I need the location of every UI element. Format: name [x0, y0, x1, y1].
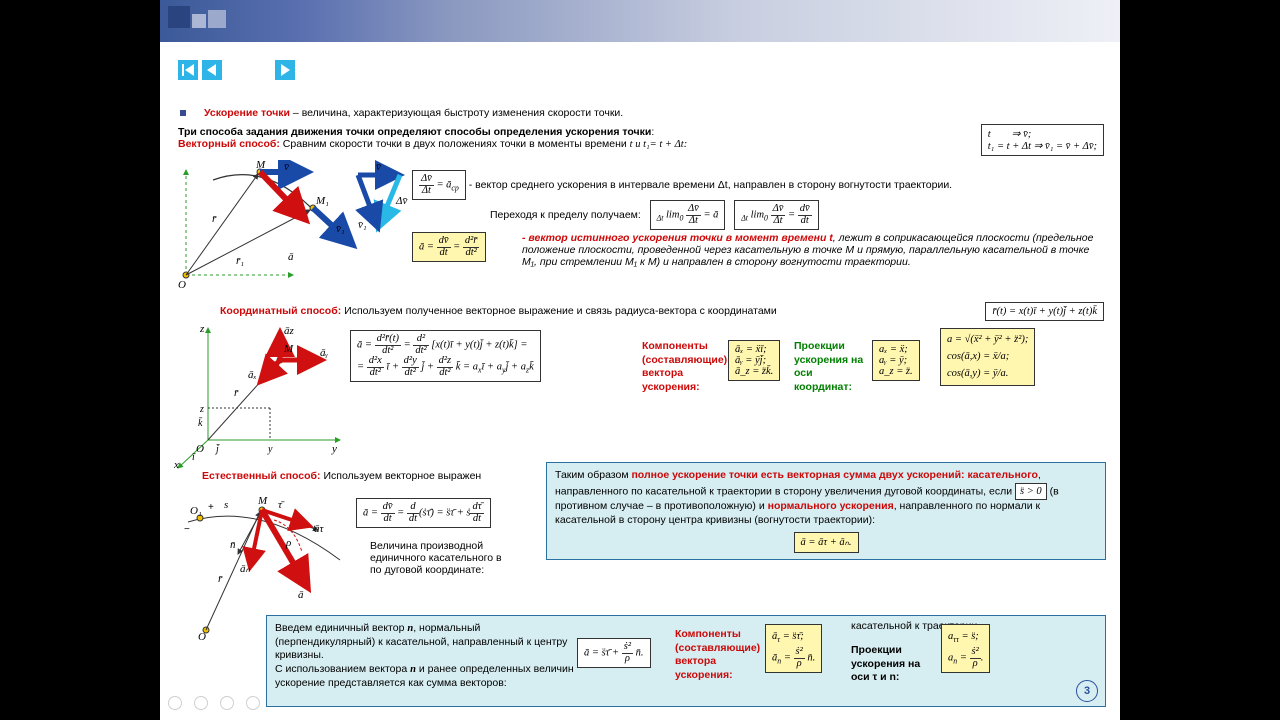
- svg-text:n̄: n̄: [230, 539, 236, 551]
- rvec: r̄(t) = x(t)ī + y(t)j̄ + z(t)k̄: [985, 302, 1104, 321]
- svg-text:āᵧ: āᵧ: [320, 347, 329, 359]
- svg-text:ρ: ρ: [285, 537, 291, 549]
- control-prev-icon[interactable]: [168, 696, 182, 710]
- bullet-icon: [180, 110, 186, 116]
- vector-method-label: Векторный способ:: [178, 138, 280, 150]
- nav-next-button[interactable]: [275, 60, 295, 80]
- svg-text:y: y: [267, 444, 273, 455]
- proj-box-1: aₓ = ẍ; aᵧ = ÿ; a_z = z̈.: [872, 340, 920, 381]
- true-accel: ā = dv̄dt = d²r̄dt²: [412, 232, 486, 262]
- decor-square: [192, 14, 206, 28]
- slide: Ускорение точки – величина, характеризую…: [160, 0, 1120, 720]
- svg-text:τ̄: τ̄: [278, 499, 285, 511]
- vector-method-text: Сравним скорости точки в двух положениях…: [280, 138, 630, 150]
- control-more-icon[interactable]: [246, 696, 260, 710]
- heading: Ускорение точки – величина, характеризую…: [204, 107, 623, 119]
- nat-formula: ā = dv̄dt = ddt(ṡτ̄) = s̈τ̄ + ṡdτ̄dt: [356, 498, 491, 528]
- rvec-formula: r̄(t) = x(t)ī + y(t)j̄ + z(t)k̄: [985, 302, 1104, 321]
- decor-square: [168, 6, 190, 28]
- mag-box: a = √(ẍ² + ÿ² + z̈²); cos(ā,x) = ẍ/a; co…: [940, 328, 1035, 386]
- svg-text:j̄: j̄: [214, 443, 220, 455]
- svg-text:O₁: O₁: [190, 505, 202, 517]
- control-next-icon[interactable]: [220, 696, 234, 710]
- decor-square: [208, 10, 226, 28]
- comp-box-1: āₓ = ẍī; āᵧ = ÿj̄; ā_z = z̈k̄.: [728, 340, 780, 381]
- coord-text: Используем полученное векторное выражени…: [344, 305, 777, 317]
- svg-text:z: z: [199, 323, 205, 335]
- svg-text:O: O: [198, 631, 206, 640]
- svg-text:+: +: [208, 502, 214, 513]
- coord-label: Координатный способ:: [220, 305, 341, 317]
- svg-text:Δv̄: Δv̄: [395, 195, 407, 207]
- header-bar: [160, 0, 1120, 42]
- svg-text:M: M: [283, 343, 294, 355]
- svg-text:v̄₁: v̄₁: [358, 219, 367, 231]
- nav-first-button[interactable]: [178, 60, 198, 80]
- tvars: t и t₁= t + Δt:: [630, 139, 688, 150]
- nat-label: Естественный способ:: [202, 470, 321, 482]
- bottom-box: Введем единичный вектор n, нормальный (п…: [266, 615, 1106, 707]
- nat-text: Используем векторное выражен: [323, 470, 481, 482]
- nav-prev-button[interactable]: [202, 60, 222, 80]
- player-controls[interactable]: [168, 696, 260, 714]
- comp-label-1: Компоненты (составляющие) вектора ускоре…: [642, 340, 722, 395]
- svg-text:O: O: [196, 443, 204, 455]
- summary-box: Таким образом полное ускорение точки ест…: [546, 462, 1106, 560]
- svg-text:ā: ā: [298, 589, 304, 601]
- svg-text:v̄: v̄: [284, 161, 289, 173]
- avg-text: - вектор среднего ускорения в интервале …: [469, 179, 952, 191]
- svg-text:M: M: [255, 160, 266, 171]
- svg-text:āτ: āτ: [314, 523, 325, 535]
- svg-text:āₓ: āₓ: [248, 369, 257, 381]
- svg-text:z: z: [199, 404, 204, 415]
- svg-text:r̄₁: r̄₁: [236, 255, 244, 267]
- intro-bold: Три способа задания движения точки опред…: [178, 126, 651, 138]
- time-cases-formula: t ⇒ v̄; t₁ = t + Δt ⇒ v̄₁ = v̄ + Δv̄;: [981, 124, 1104, 156]
- svg-text:−: −: [184, 524, 190, 535]
- svg-text:M: M: [257, 495, 268, 507]
- svg-text:ā: ā: [288, 251, 294, 263]
- coord-diagram: x y z O M r̄ āz āᵧ āₓ j̄ k̄ ī y z: [172, 320, 347, 470]
- svg-text:k̄: k̄: [198, 417, 203, 429]
- proj-label-1: Проекции ускорения на оси координат:: [794, 340, 868, 395]
- nat-deriv: Величина производной единичного касатель…: [370, 540, 540, 576]
- control-play-icon[interactable]: [194, 696, 208, 710]
- svg-text:āz: āz: [284, 325, 295, 337]
- time-cases: t ⇒ v̄; t₁ = t + Δt ⇒ v̄₁ = v̄ + Δv̄;: [981, 124, 1104, 156]
- nat-row: Естественный способ: Используем векторно…: [202, 470, 481, 482]
- svg-text:M₁: M₁: [315, 195, 329, 207]
- limit-lead: Переходя к пределу получаем:: [490, 209, 641, 221]
- vector-diagram: O M M₁ r̄ r̄₁ v̄ v̄₁ Δv̄ ā v̄ v̄₁: [178, 160, 408, 290]
- limit-row: Переходя к пределу получаем: Δt lim0 Δv̄…: [490, 200, 819, 230]
- avg-row: Δv̄Δt = āср - вектор среднего ускорения …: [412, 170, 952, 200]
- term: Ускорение точки: [204, 107, 290, 119]
- svg-text:O: O: [178, 279, 186, 290]
- page-number: 3: [1076, 680, 1098, 702]
- svg-text:y: y: [331, 443, 337, 455]
- coord-row: Координатный способ: Используем полученн…: [220, 305, 780, 317]
- svg-text:v̄₁: v̄₁: [336, 223, 345, 235]
- true-red: - вектор истинного ускорения точки в мом…: [522, 232, 833, 244]
- svg-text:āₙ: āₙ: [240, 563, 251, 575]
- svg-text:r̄: r̄: [234, 387, 239, 399]
- svg-text:x: x: [173, 459, 179, 470]
- coord-big: ā = d²r̄(t)dt² = d²dt² [x(t)ī + y(t)j̄ +…: [350, 330, 541, 382]
- svg-text:r̄: r̄: [212, 213, 217, 225]
- svg-text:r̄: r̄: [218, 573, 223, 585]
- true-accel-text: - вектор истинного ускорения точки в мом…: [522, 232, 1102, 268]
- intro: Три способа задания движения точки опред…: [178, 126, 738, 150]
- heading-rest: – величина, характеризующая быстроту изм…: [290, 107, 623, 119]
- svg-text:s: s: [224, 499, 228, 511]
- svg-text:v̄: v̄: [376, 161, 381, 173]
